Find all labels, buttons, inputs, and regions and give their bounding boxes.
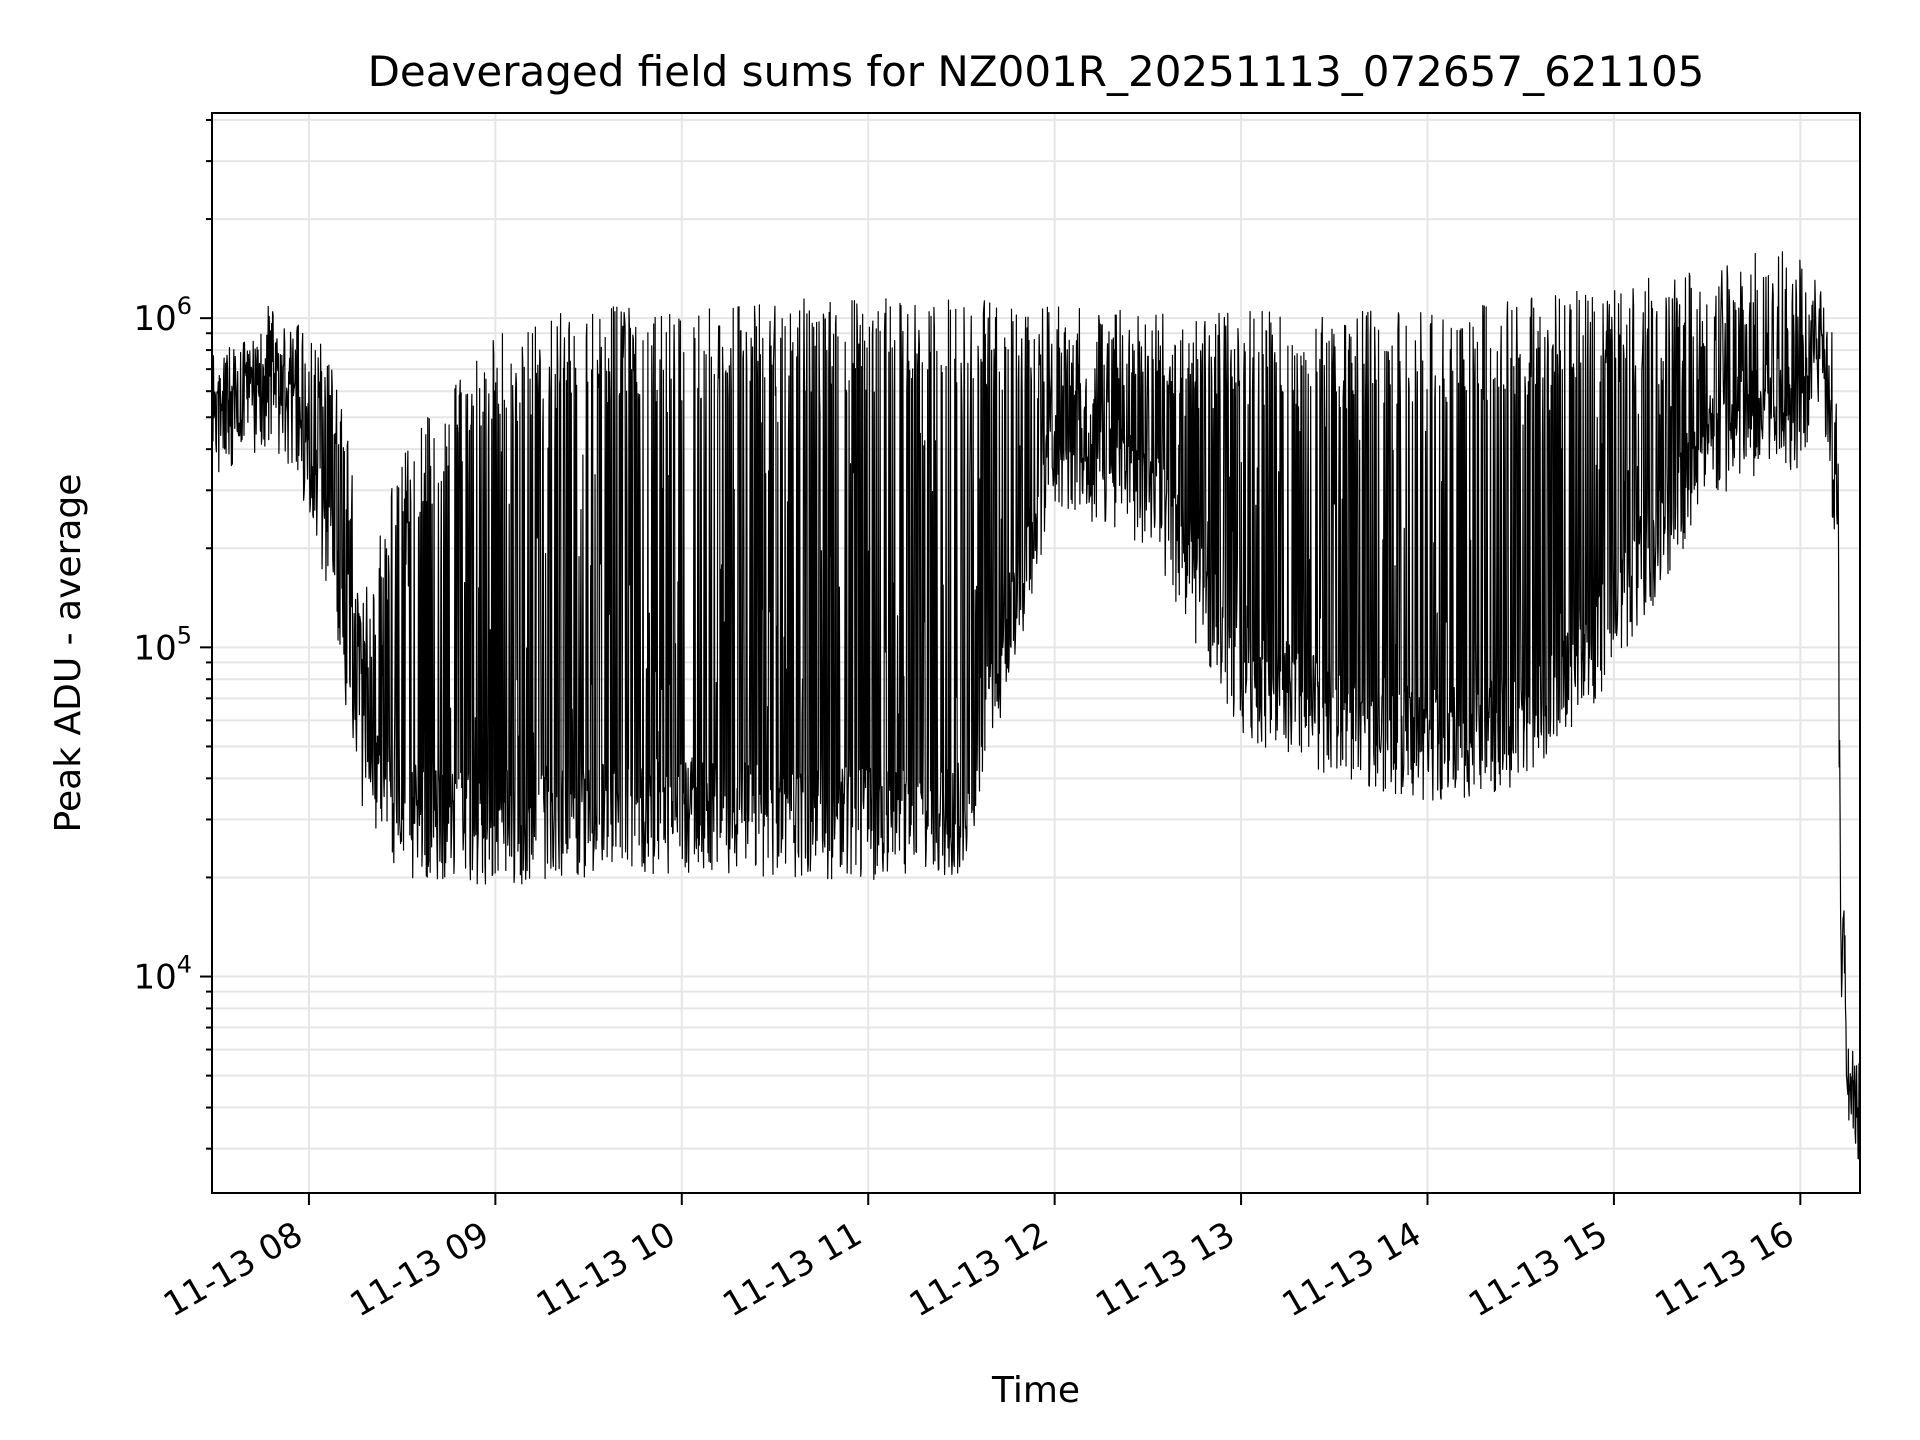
y-tick-label: 106 (133, 292, 192, 339)
x-axis-label: Time (991, 1370, 1080, 1411)
y-tick-base: 10 (133, 299, 176, 339)
y-axis-label: Peak ADU - average (48, 474, 89, 833)
series-line (211, 251, 1861, 1160)
y-tick-base: 10 (133, 628, 176, 668)
y-tick-exponent: 5 (177, 621, 192, 649)
y-tick-exponent: 4 (177, 951, 192, 979)
series-group (211, 251, 1861, 1160)
y-tick-base: 10 (133, 958, 176, 998)
y-tick-label: 104 (133, 951, 192, 998)
y-tick-exponent: 6 (177, 292, 192, 320)
chart-title: Deaveraged field sums for NZ001R_2025111… (368, 47, 1705, 96)
plot-frame (211, 112, 1861, 1194)
y-tick-label: 105 (133, 621, 192, 668)
